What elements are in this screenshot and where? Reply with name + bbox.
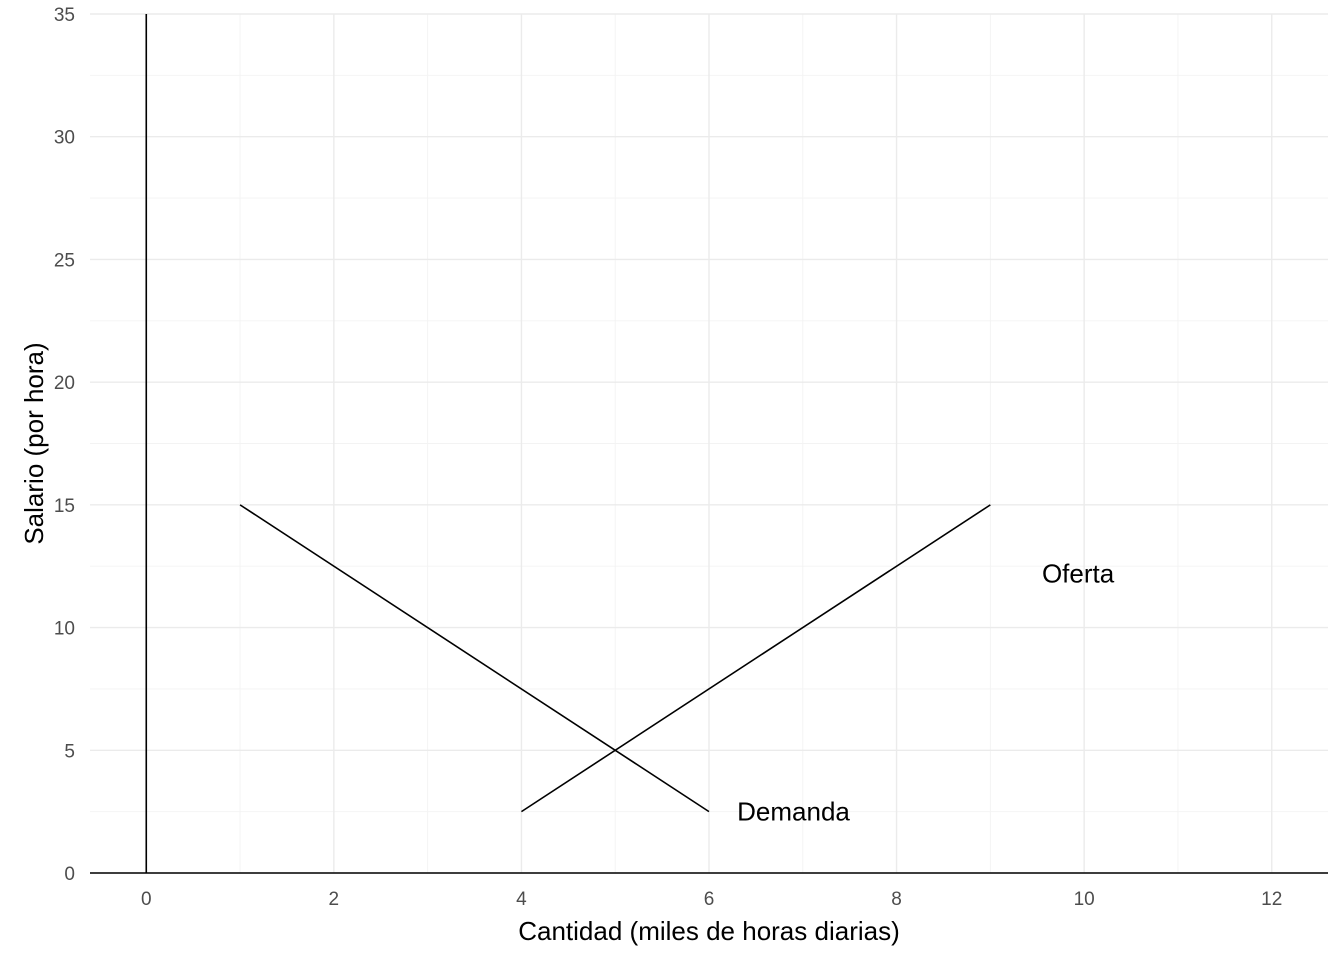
y-tick-label: 0 <box>64 864 75 885</box>
y-tick-label: 10 <box>54 619 75 640</box>
y-tick-label: 30 <box>54 128 75 149</box>
grid <box>90 13 1328 874</box>
x-tick-label: 0 <box>141 889 152 910</box>
x-tick-label: 2 <box>329 889 340 910</box>
y-axis-title: Salario (por hora) <box>19 342 49 544</box>
y-tick-label: 25 <box>54 250 75 271</box>
tick-labels: 0 2 4 6 8 10 12 0 5 10 15 20 25 30 35 <box>54 5 1282 910</box>
x-tick-label: 8 <box>891 889 902 910</box>
x-tick-label: 12 <box>1261 889 1282 910</box>
x-tick-label: 10 <box>1074 889 1095 910</box>
series-lines <box>239 504 991 813</box>
y-tick-label: 35 <box>54 5 75 26</box>
demand-label: Demanda <box>737 797 850 827</box>
supply-label: Oferta <box>1042 559 1115 589</box>
reference-lines <box>90 14 1328 874</box>
supply-line <box>520 504 991 813</box>
x-axis-title: Cantidad (miles de horas diarias) <box>518 916 900 946</box>
x-tick-label: 4 <box>516 889 527 910</box>
y-tick-label: 15 <box>54 496 75 517</box>
annotations: Demanda Oferta <box>737 559 1115 827</box>
y-tick-label: 20 <box>54 373 75 394</box>
x-tick-label: 6 <box>704 889 715 910</box>
demand-line <box>239 504 710 813</box>
y-tick-label: 5 <box>64 741 75 762</box>
